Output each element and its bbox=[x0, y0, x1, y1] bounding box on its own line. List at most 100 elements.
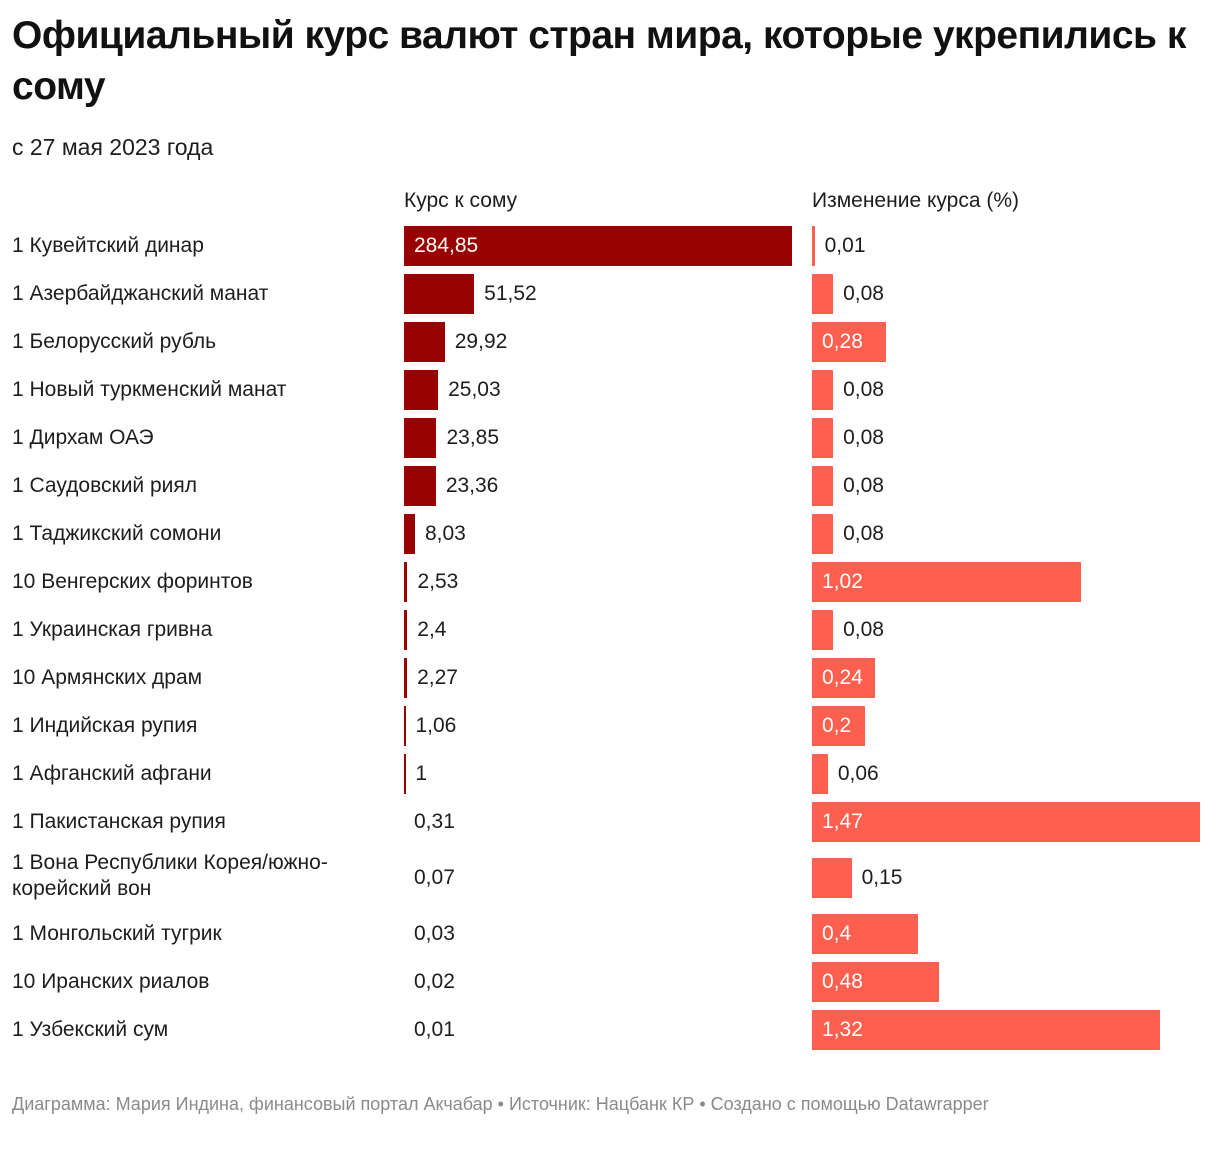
chart-row: 1 Дирхам ОАЭ 23,85 0,08 bbox=[0, 418, 1220, 458]
category-label: 10 Армянских драм bbox=[12, 666, 203, 689]
rate-value-label: 51,52 bbox=[484, 282, 537, 305]
category-label: 1 Пакистанская рупия bbox=[12, 810, 226, 833]
change-bar bbox=[812, 466, 834, 506]
chart-row: 1 Узбекский сум 0,01 1,32 bbox=[0, 1010, 1220, 1050]
chart-row: 1 Индийская рупия 1,06 0,2 bbox=[0, 706, 1220, 746]
category-label: 1 Украинская гривна bbox=[12, 618, 213, 641]
rate-bar bbox=[404, 370, 439, 410]
rate-value-label: 23,36 bbox=[445, 474, 499, 497]
change-value-label: 0,08 bbox=[843, 378, 884, 401]
change-value-label: 0,2 bbox=[822, 714, 852, 737]
rate-bar bbox=[404, 754, 406, 794]
rate-value-label: 2,53 bbox=[417, 570, 459, 593]
change-value-label: 0,28 bbox=[822, 330, 863, 353]
change-value-label: 0,08 bbox=[843, 426, 884, 449]
change-value-label: 0,01 bbox=[824, 234, 866, 257]
rate-bar bbox=[404, 418, 437, 458]
rate-value-label: 0,31 bbox=[414, 810, 455, 833]
change-bar bbox=[812, 962, 939, 1002]
category-label: 1 Афганский афгани bbox=[12, 762, 212, 785]
change-value-label: 0,15 bbox=[861, 866, 903, 889]
change-bar bbox=[812, 706, 865, 746]
category-label: 1 Таджикский сомони bbox=[12, 522, 222, 545]
rate-bar bbox=[404, 274, 475, 314]
change-bar bbox=[812, 226, 815, 266]
category-label: 1 Вона Республики Корея/южно-корейский в… bbox=[12, 851, 328, 900]
change-bar bbox=[812, 858, 852, 898]
chart-row: 1 Кувейтский динар 284,85 0,01 bbox=[0, 226, 1220, 266]
rate-bar bbox=[404, 658, 408, 698]
chart-row: 10 Армянских драм 2,27 0,24 bbox=[0, 658, 1220, 698]
rate-value-label: 23,85 bbox=[446, 426, 500, 449]
change-bar bbox=[812, 370, 834, 410]
rate-bar bbox=[404, 514, 415, 554]
rate-bar bbox=[404, 706, 406, 746]
rate-value-label: 1 bbox=[415, 762, 428, 785]
chart-row: 1 Белорусский рубль 29,92 0,28 bbox=[0, 322, 1220, 362]
change-bar bbox=[812, 1010, 1161, 1050]
chart-row: 1 Монгольский тугрик 0,03 0,4 bbox=[0, 914, 1220, 954]
change-bar bbox=[812, 562, 1082, 602]
chart-row: 1 Новый туркменский манат 25,03 0,08 bbox=[0, 370, 1220, 410]
chart-row: 10 Иранских риалов 0,02 0,48 bbox=[0, 962, 1220, 1002]
change-value-label: 1,02 bbox=[822, 570, 863, 593]
category-label: 10 Венгерских форинтов bbox=[12, 570, 253, 593]
change-value-label: 0,24 bbox=[822, 666, 863, 689]
category-label: 1 Узбекский сум bbox=[12, 1018, 169, 1041]
chart-row: 1 Пакистанская рупия 0,31 1,47 bbox=[0, 802, 1220, 842]
chart-row: 1 Афганский афгани 1 0,06 bbox=[0, 754, 1220, 794]
chart-subtitle: с 27 мая 2023 года bbox=[12, 134, 214, 160]
change-bar bbox=[812, 274, 834, 314]
change-bar bbox=[812, 754, 828, 794]
rate-value-label: 8,03 bbox=[424, 522, 466, 545]
change-value-label: 1,47 bbox=[822, 810, 863, 833]
rate-bar bbox=[404, 466, 436, 506]
change-bar bbox=[812, 514, 834, 554]
category-label: 1 Белорусский рубль bbox=[12, 330, 217, 353]
change-bar bbox=[812, 322, 886, 362]
bar-chart: 1 Кувейтский динар 284,85 0,01 1 Азербайджа… bbox=[0, 222, 1220, 1060]
chart-row: 1 Саудовский риял 23,36 0,08 bbox=[0, 466, 1220, 506]
rate-value-label: 0,01 bbox=[414, 1018, 455, 1041]
rate-bar bbox=[404, 322, 445, 362]
category-label: 1 Дирхам ОАЭ bbox=[12, 426, 154, 449]
change-bar bbox=[812, 802, 1200, 842]
change-bar bbox=[812, 610, 834, 650]
change-value-label: 0,08 bbox=[843, 282, 884, 305]
chart-row: 1 Вона Республики Корея/южно-корейский в… bbox=[0, 850, 1220, 906]
rate-bar bbox=[404, 562, 408, 602]
change-value-label: 0,4 bbox=[822, 922, 852, 945]
change-value-label: 0,48 bbox=[822, 970, 863, 993]
rate-value-label: 2,27 bbox=[417, 666, 458, 689]
change-bar bbox=[812, 914, 918, 954]
rate-column-header: Курс к сому bbox=[404, 189, 518, 212]
rate-value-label: 284,85 bbox=[414, 234, 479, 257]
rate-value-label: 25,03 bbox=[448, 378, 501, 401]
change-value-label: 0,08 bbox=[843, 618, 884, 641]
change-value-label: 0,08 bbox=[843, 474, 884, 497]
category-label: 1 Кувейтский динар bbox=[12, 234, 204, 257]
change-value-label: 0,06 bbox=[837, 762, 879, 785]
chart-footer: Диаграмма: Мария Индина, финансовый порт… bbox=[12, 1094, 989, 1114]
chart-row: 1 Украинская гривна 2,4 0,08 bbox=[0, 610, 1220, 650]
rate-value-label: 0,07 bbox=[414, 866, 455, 889]
change-value-label: 1,32 bbox=[822, 1018, 863, 1041]
rate-value-label: 1,06 bbox=[415, 714, 457, 737]
category-label: 1 Монгольский тугрик bbox=[12, 922, 222, 945]
rate-bar bbox=[404, 226, 792, 266]
category-label: 1 Индийская рупия bbox=[12, 714, 198, 737]
rate-value-label: 0,03 bbox=[414, 922, 455, 945]
change-value-label: 0,08 bbox=[843, 522, 884, 545]
category-label: 10 Иранских риалов bbox=[12, 970, 210, 993]
chart-row: 10 Венгерских форинтов 2,53 1,02 bbox=[0, 562, 1220, 602]
change-bar bbox=[812, 418, 834, 458]
rate-value-label: 0,02 bbox=[414, 970, 455, 993]
category-label: 1 Азербайджанский манат bbox=[12, 282, 269, 305]
rate-bar bbox=[404, 610, 408, 650]
chart-row: 1 Таджикский сомони 8,03 0,08 bbox=[0, 514, 1220, 554]
chart-row: 1 Азербайджанский манат 51,52 0,08 bbox=[0, 274, 1220, 314]
category-label: 1 Новый туркменский манат bbox=[12, 378, 287, 401]
rate-value-label: 2,4 bbox=[417, 618, 447, 641]
change-column-header: Изменение курса (%) bbox=[812, 189, 1019, 212]
change-bar bbox=[812, 658, 876, 698]
